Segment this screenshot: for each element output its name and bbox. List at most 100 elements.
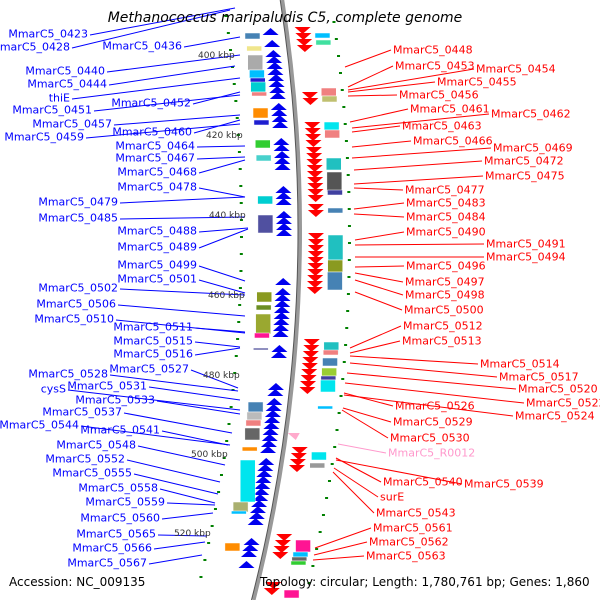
gene-label-reverse[interactable]: MmarC5_0498	[405, 288, 485, 302]
gene-label-reverse[interactable]: MmarC5_0472	[484, 154, 564, 168]
reverse-gene-arrow	[265, 582, 282, 589]
scale-label: 520 kbp	[174, 529, 211, 539]
gene-label-forward[interactable]: MmarC5_0423	[8, 27, 88, 41]
gene-label-reverse[interactable]: MmarC5_0540	[383, 475, 463, 489]
gene-label-forward[interactable]: MmarC5_0485	[38, 211, 118, 225]
scale-tick-left	[239, 270, 243, 272]
gene-label-reverse[interactable]: MmarC5_0561	[373, 521, 453, 535]
gene-label-reverse[interactable]: MmarC5_0497	[405, 275, 485, 289]
gene-label-reverse[interactable]: MmarC5_0522	[526, 396, 600, 410]
gene-label-reverse[interactable]: MmarC5_0484	[406, 210, 486, 224]
gene-label-reverse[interactable]: MmarC5_0539	[464, 477, 544, 491]
gene-label-reverse[interactable]: MmarC5_0543	[376, 506, 456, 520]
gene-label-forward[interactable]: MmarC5_0444	[27, 77, 107, 91]
gene-label-forward[interactable]: MmarC5_0451	[12, 103, 92, 117]
gene-label-reverse[interactable]: MmarC5_0463	[402, 119, 482, 133]
scale-tick-left	[217, 491, 221, 493]
gene-label-reverse[interactable]: MmarC5_0562	[369, 535, 449, 549]
gene-label-reverse[interactable]: MmarC5_0483	[406, 196, 486, 210]
gene-label-reverse[interactable]: MmarC5_0517	[499, 370, 579, 384]
gene-label-reverse[interactable]: surE	[380, 490, 405, 504]
gene-label-forward[interactable]: MmarC5_0533	[75, 393, 155, 407]
leader-line	[196, 156, 246, 160]
gene-label-forward[interactable]: MmarC5_0436	[102, 39, 182, 53]
gene-label-forward[interactable]: cysS	[40, 382, 66, 396]
gene-label-reverse[interactable]: MmarC5_0448	[393, 43, 473, 57]
gene-label-forward[interactable]: MmarC5_0478	[117, 180, 197, 194]
gene-label-forward[interactable]: MmarC5_0460	[112, 125, 192, 139]
cog-category-box	[257, 195, 273, 205]
gene-label-forward[interactable]: MmarC5_0479	[38, 195, 118, 209]
gene-label-forward[interactable]: MmarC5_0548	[56, 438, 136, 452]
leader-line	[353, 213, 405, 218]
leader-line	[354, 279, 404, 296]
forward-gene-arrow	[274, 288, 291, 295]
gene-label-reverse[interactable]: MmarC5_0454	[476, 62, 556, 76]
gene-label-forward[interactable]: MmarC5_0499	[117, 258, 197, 272]
gene-label-forward[interactable]: MmarC5_0459	[4, 130, 84, 144]
gene-label-forward[interactable]: MmarC5_0506	[36, 297, 116, 311]
gene-label-reverse[interactable]: MmarC5_0563	[366, 549, 446, 563]
gene-label-forward[interactable]: MmarC5_0527	[109, 362, 189, 376]
cog-category-box	[255, 139, 271, 149]
gene-label-forward[interactable]: MmarC5_0428	[0, 40, 70, 54]
gene-label-reverse[interactable]: MmarC5_0491	[486, 237, 566, 251]
gene-label-forward[interactable]: MmarC5_0468	[117, 165, 197, 179]
gene-label-forward[interactable]: MmarC5_0464	[115, 139, 195, 153]
gene-label-reverse[interactable]: MmarC5_0456	[399, 88, 479, 102]
gene-label-reverse[interactable]: MmarC5_0477	[405, 183, 485, 197]
gene-label-forward[interactable]: MmarC5_0510	[34, 312, 114, 326]
gene-label-forward[interactable]: MmarC5_0558	[78, 481, 158, 495]
gene-label-reverse[interactable]: MmarC5_0462	[491, 107, 571, 121]
leader-line	[198, 227, 249, 233]
gene-label-forward[interactable]: MmarC5_0544	[0, 418, 79, 432]
gene-label-reverse[interactable]: MmarC5_0475	[485, 169, 565, 183]
gene-label-reverse[interactable]: MmarC5_R0012	[388, 446, 476, 460]
gene-label-reverse[interactable]: MmarC5_0455	[437, 75, 517, 89]
gene-label-forward[interactable]: MmarC5_0560	[80, 511, 160, 525]
gene-label-reverse[interactable]: MmarC5_0461	[410, 102, 490, 116]
gene-label-forward[interactable]: MmarC5_0502	[38, 281, 118, 295]
gene-label-reverse[interactable]: MmarC5_0500	[404, 303, 484, 317]
gene-label-forward[interactable]: MmarC5_0501	[117, 272, 197, 286]
gene-label-forward[interactable]: MmarC5_0516	[113, 347, 193, 361]
gene-label-forward[interactable]: MmarC5_0452	[111, 96, 191, 110]
gene-label-reverse[interactable]: MmarC5_0530	[390, 431, 470, 445]
gene-label-reverse[interactable]: MmarC5_0494	[486, 250, 566, 264]
gene-label-forward[interactable]: MmarC5_0489	[117, 240, 197, 254]
gene-label-reverse[interactable]: MmarC5_0512	[403, 319, 483, 333]
gene-label-reverse[interactable]: MmarC5_0529	[393, 415, 473, 429]
gene-label-forward[interactable]: MmarC5_0511	[113, 320, 193, 334]
gene-label-forward[interactable]: thiE	[48, 91, 70, 105]
gene-label-reverse[interactable]: MmarC5_0453	[395, 59, 475, 73]
reverse-gene-arrow	[307, 177, 324, 184]
reverse-gene-arrow	[272, 552, 289, 559]
gene-label-forward[interactable]: MmarC5_0440	[25, 64, 105, 78]
gene-label-forward[interactable]: MmarC5_0566	[72, 541, 152, 555]
gene-label-reverse[interactable]: MmarC5_0490	[406, 225, 486, 239]
gene-label-reverse[interactable]: MmarC5_0513	[402, 334, 482, 348]
gene-label-forward[interactable]: MmarC5_0552	[45, 452, 125, 466]
gene-label-forward[interactable]: MmarC5_0565	[76, 527, 156, 541]
gene-label-forward[interactable]: MmarC5_0528	[28, 367, 108, 381]
scale-tick-right	[327, 480, 331, 482]
gene-label-forward[interactable]: MmarC5_0531	[67, 379, 147, 393]
gene-label-forward[interactable]: MmarC5_0567	[67, 556, 147, 570]
gene-label-forward[interactable]: MmarC5_0559	[85, 495, 165, 509]
gene-label-forward[interactable]: MmarC5_0537	[42, 405, 122, 419]
gene-label-forward[interactable]: MmarC5_0541	[80, 423, 160, 437]
gene-label-reverse[interactable]: MmarC5_0466	[413, 134, 493, 148]
gene-label-reverse[interactable]: MmarC5_0496	[406, 259, 486, 273]
gene-label-forward[interactable]: MmarC5_0555	[52, 466, 132, 480]
cog-category-box	[253, 119, 270, 126]
gene-label-forward[interactable]: MmarC5_0488	[117, 224, 197, 238]
gene-label-reverse[interactable]: MmarC5_0520	[518, 382, 598, 396]
gene-label-forward[interactable]: MmarC5_0515	[113, 334, 193, 348]
gene-label-forward[interactable]: MmarC5_0457	[32, 117, 112, 131]
gene-label-forward[interactable]: MmarC5_0467	[115, 151, 195, 165]
gene-label-reverse[interactable]: MmarC5_0526	[395, 399, 475, 413]
gene-label-reverse[interactable]: MmarC5_0514	[480, 357, 560, 371]
gene-label-reverse[interactable]: MmarC5_0469	[493, 141, 573, 155]
forward-gene-arrow	[268, 74, 285, 81]
gene-label-reverse[interactable]: MmarC5_0524	[515, 409, 595, 423]
